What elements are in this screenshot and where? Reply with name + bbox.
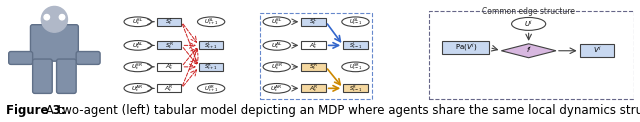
Text: $U_{t-1}^{SL}$: $U_{t-1}^{SL}$ — [349, 16, 362, 27]
Ellipse shape — [342, 62, 369, 72]
Text: $U_t^{AR}$: $U_t^{AR}$ — [271, 83, 283, 94]
FancyBboxPatch shape — [56, 59, 76, 93]
FancyBboxPatch shape — [199, 63, 223, 71]
Text: $U_t^{AR}$: $U_t^{AR}$ — [131, 83, 144, 94]
FancyBboxPatch shape — [301, 41, 326, 50]
FancyBboxPatch shape — [442, 41, 489, 54]
FancyBboxPatch shape — [301, 18, 326, 26]
Text: $U_{t+1}^{SR}$: $U_{t+1}^{SR}$ — [204, 83, 218, 94]
Text: $U_t^{SL}$: $U_t^{SL}$ — [271, 16, 283, 27]
FancyBboxPatch shape — [199, 41, 223, 50]
Text: $U_t^{SR}$: $U_t^{SR}$ — [271, 61, 283, 72]
Text: $U_t^{AL}$: $U_t^{AL}$ — [271, 40, 283, 51]
Ellipse shape — [124, 83, 151, 93]
Text: $S_t^L$: $S_t^L$ — [165, 16, 173, 27]
FancyBboxPatch shape — [157, 63, 181, 71]
Text: $A_t^L$: $A_t^L$ — [309, 40, 318, 51]
FancyBboxPatch shape — [157, 84, 181, 92]
Text: $A_t^L$: $A_t^L$ — [164, 61, 173, 72]
Text: $S_t^R$: $S_t^R$ — [164, 40, 173, 51]
Text: $f^i$: $f^i$ — [525, 45, 532, 56]
Ellipse shape — [263, 62, 291, 72]
Ellipse shape — [511, 17, 546, 30]
Text: $U_t^{SL}$: $U_t^{SL}$ — [132, 16, 143, 27]
Text: A two-agent (left) tabular model depicting an MDP where agents share the same lo: A two-agent (left) tabular model depicti… — [42, 104, 640, 117]
Polygon shape — [501, 44, 556, 58]
Ellipse shape — [263, 41, 291, 50]
Text: $U_t^{SR}$: $U_t^{SR}$ — [131, 61, 144, 72]
Ellipse shape — [124, 62, 151, 72]
Text: $U_{t+1}^{SL}$: $U_{t+1}^{SL}$ — [204, 16, 218, 27]
Text: $A_t^R$: $A_t^R$ — [308, 83, 318, 94]
Text: $U_t^{AL}$: $U_t^{AL}$ — [132, 40, 144, 51]
FancyBboxPatch shape — [301, 84, 326, 92]
FancyBboxPatch shape — [343, 84, 368, 92]
Text: Common edge structure: Common edge structure — [482, 7, 575, 15]
Ellipse shape — [124, 17, 151, 27]
Text: Figure 3:: Figure 3: — [6, 104, 66, 117]
Circle shape — [60, 15, 65, 20]
FancyBboxPatch shape — [157, 41, 181, 50]
Text: $V^i$: $V^i$ — [593, 45, 601, 56]
Text: $S_{t-1}^R$: $S_{t-1}^R$ — [349, 83, 362, 94]
Ellipse shape — [124, 41, 151, 50]
Ellipse shape — [342, 17, 369, 27]
FancyBboxPatch shape — [343, 41, 368, 50]
FancyBboxPatch shape — [31, 25, 78, 61]
FancyBboxPatch shape — [76, 51, 100, 64]
Text: $S_{t+1}^L$: $S_{t+1}^L$ — [204, 40, 218, 51]
FancyBboxPatch shape — [33, 59, 52, 93]
Text: $S_t^R$: $S_t^R$ — [309, 61, 318, 72]
Text: $U^i$: $U^i$ — [524, 18, 533, 30]
FancyBboxPatch shape — [580, 44, 614, 57]
Ellipse shape — [198, 83, 225, 93]
Ellipse shape — [263, 83, 291, 93]
Text: $U_{t-1}^{SR}$: $U_{t-1}^{SR}$ — [349, 61, 362, 72]
Circle shape — [44, 15, 49, 20]
FancyBboxPatch shape — [301, 63, 326, 71]
Text: $S_t^L$: $S_t^L$ — [309, 16, 317, 27]
Text: $A_t^R$: $A_t^R$ — [164, 83, 174, 94]
Ellipse shape — [263, 17, 291, 27]
Circle shape — [42, 6, 67, 32]
FancyBboxPatch shape — [9, 51, 33, 64]
FancyBboxPatch shape — [157, 18, 181, 26]
Text: Pa$(V^i)$: Pa$(V^i)$ — [454, 41, 477, 54]
Text: $S_{t-1}^L$: $S_{t-1}^L$ — [349, 40, 362, 51]
Text: $S_{t+1}^R$: $S_{t+1}^R$ — [204, 61, 218, 72]
Ellipse shape — [198, 17, 225, 27]
